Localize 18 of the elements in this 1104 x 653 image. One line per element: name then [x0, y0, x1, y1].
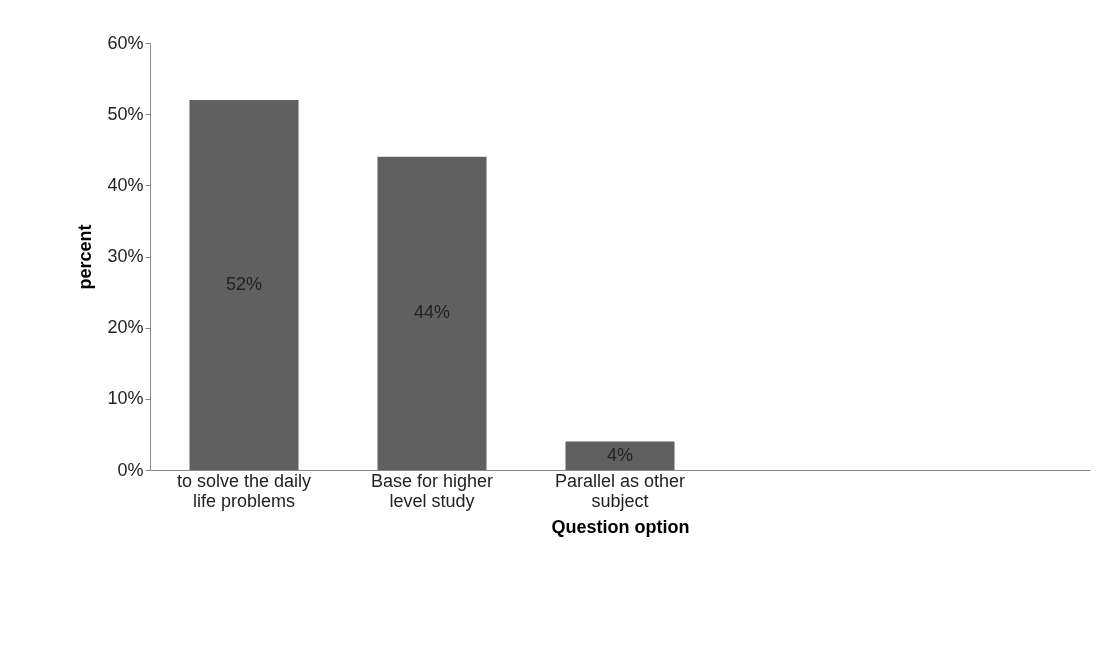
y-tick-label: 60% [107, 32, 144, 53]
x-axis-title: Question option [551, 516, 690, 537]
y-tick-label: 20% [107, 317, 144, 338]
x-tick-label: Base for higher level study [370, 470, 494, 511]
y-tick-label: 10% [107, 388, 144, 409]
bar [189, 99, 299, 470]
data-label: 44% [413, 302, 451, 323]
y-axis-title: percent [75, 224, 96, 290]
y-tick-label: 0% [117, 459, 144, 480]
data-label: 52% [225, 273, 263, 294]
y-tick-label: 40% [107, 174, 144, 195]
x-tick-label: to solve the daily life problems [176, 470, 312, 511]
x-tick-label: Parallel as other subject [554, 470, 686, 511]
data-label: 4% [606, 444, 634, 465]
y-tick-label: 30% [107, 246, 144, 266]
bar [565, 441, 675, 470]
y-tick-label: 50% [107, 103, 144, 124]
bar [377, 156, 487, 470]
